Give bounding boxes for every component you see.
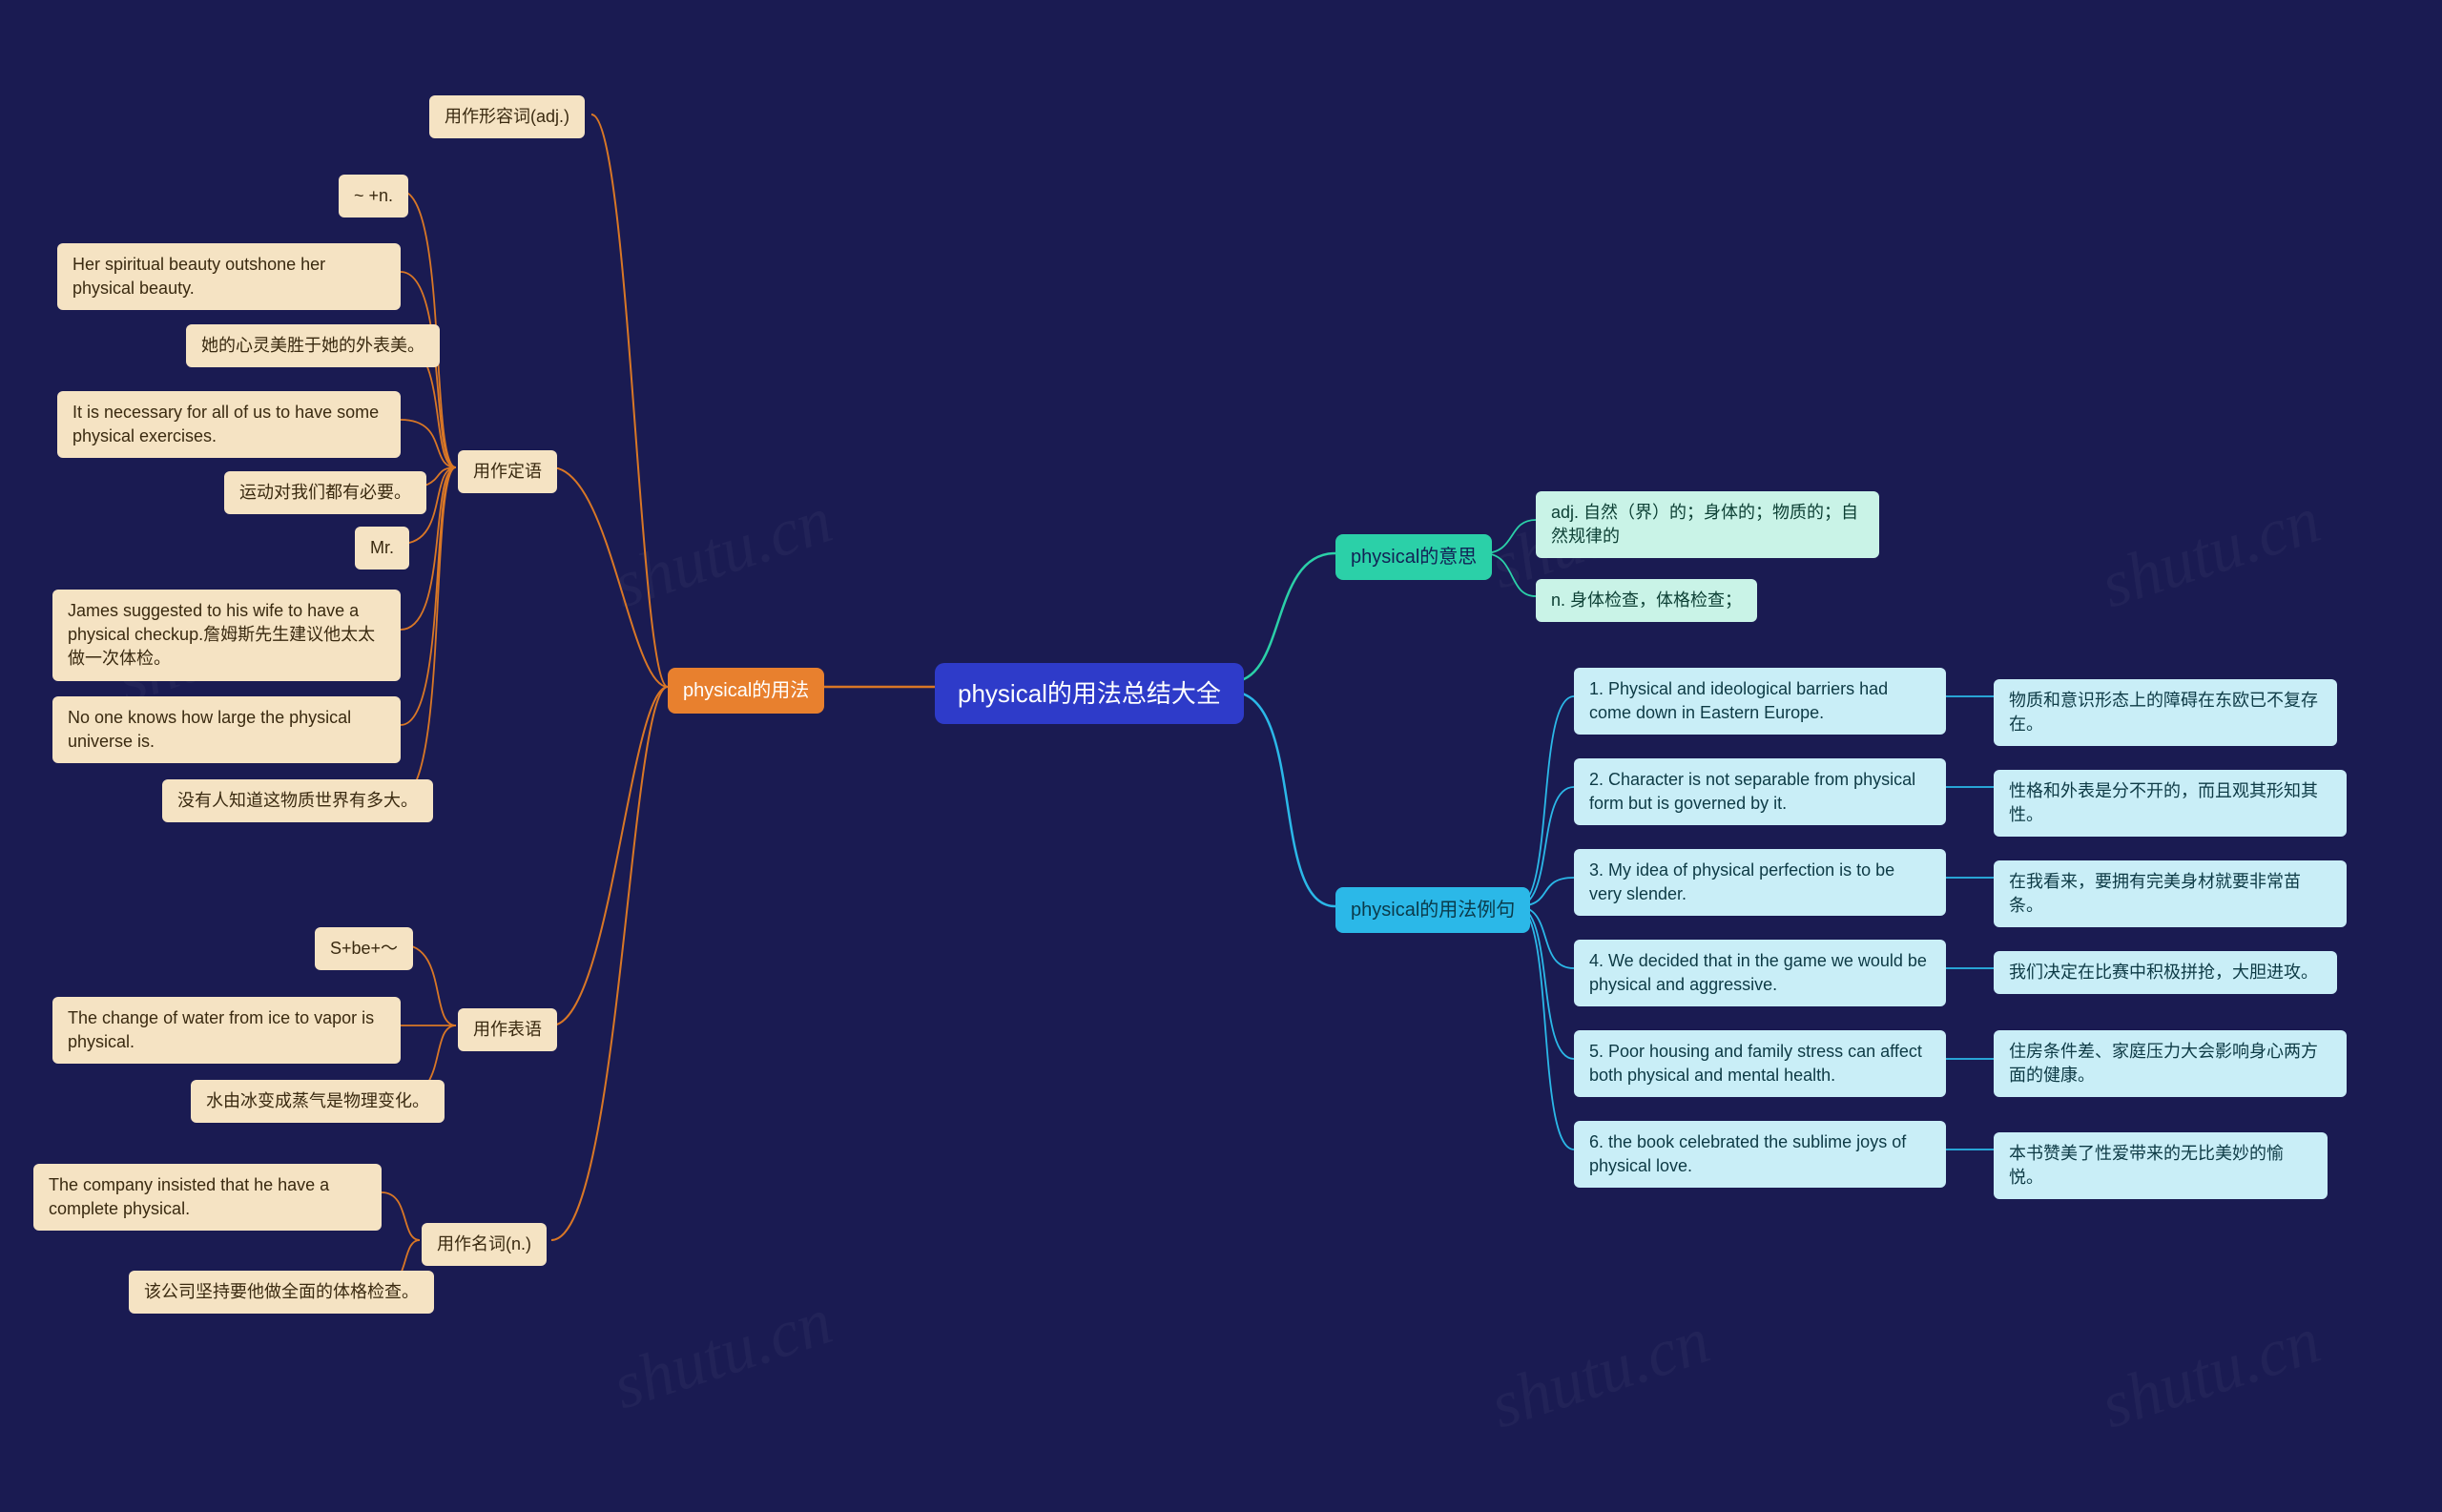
leaf-attr-pattern: ~ +n. <box>339 175 408 217</box>
leaf-ex4-zh: 我们决定在比赛中积极拼抢，大胆进攻。 <box>1994 951 2337 994</box>
leaf-meaning-n: n. 身体检查，体格检查； <box>1536 579 1757 622</box>
leaf-attr-ex1-zh: 她的心灵美胜于她的外表美。 <box>186 324 440 367</box>
branch-usage[interactable]: physical的用法 <box>668 668 824 714</box>
node-predicative[interactable]: 用作表语 <box>458 1008 557 1051</box>
leaf-ex6-zh: 本书赞美了性爱带来的无比美妙的愉悦。 <box>1994 1132 2328 1199</box>
leaf-ex3-zh: 在我看来，要拥有完美身材就要非常苗条。 <box>1994 860 2347 927</box>
leaf-pred-ex1-zh: 水由冰变成蒸气是物理变化。 <box>191 1080 445 1123</box>
watermark: shutu.cn <box>604 483 840 625</box>
leaf-ex3-en: 3. My idea of physical perfection is to … <box>1574 849 1946 916</box>
leaf-ex5-en: 5. Poor housing and family stress can af… <box>1574 1030 1946 1097</box>
watermark: shutu.cn <box>2092 1303 2328 1445</box>
leaf-ex1-en: 1. Physical and ideological barriers had… <box>1574 668 1946 735</box>
watermark: shutu.cn <box>2092 483 2328 625</box>
leaf-attr-ex4-en: No one knows how large the physical univ… <box>52 696 401 763</box>
leaf-ex2-en: 2. Character is not separable from physi… <box>1574 758 1946 825</box>
leaf-ex6-en: 6. the book celebrated the sublime joys … <box>1574 1121 1946 1188</box>
leaf-attr-ex2-zh: 运动对我们都有必要。 <box>224 471 426 514</box>
leaf-ex1-zh: 物质和意识形态上的障碍在东欧已不复存在。 <box>1994 679 2337 746</box>
node-attributive[interactable]: 用作定语 <box>458 450 557 493</box>
leaf-pred-ex1-en: The change of water from ice to vapor is… <box>52 997 401 1064</box>
leaf-noun-ex1-zh: 该公司坚持要他做全面的体格检查。 <box>129 1271 434 1314</box>
leaf-noun-ex1-en: The company insisted that he have a comp… <box>33 1164 382 1231</box>
watermark: shutu.cn <box>1481 1303 1718 1445</box>
node-noun[interactable]: 用作名词(n.) <box>422 1223 547 1266</box>
leaf-attr-ex4-zh: 没有人知道这物质世界有多大。 <box>162 779 433 822</box>
leaf-ex4-en: 4. We decided that in the game we would … <box>1574 940 1946 1006</box>
node-adj[interactable]: 用作形容词(adj.) <box>429 95 585 138</box>
leaf-ex2-zh: 性格和外表是分不开的，而且观其形知其性。 <box>1994 770 2347 837</box>
leaf-pred-pattern: S+be+～ <box>315 927 413 970</box>
branch-examples[interactable]: physical的用法例句 <box>1335 887 1530 933</box>
leaf-meaning-adj: adj. 自然（界）的；身体的；物质的；自然规律的 <box>1536 491 1879 558</box>
watermark: shutu.cn <box>604 1284 840 1426</box>
branch-meaning[interactable]: physical的意思 <box>1335 534 1492 580</box>
leaf-attr-ex2-en: It is necessary for all of us to have so… <box>57 391 401 458</box>
leaf-attr-ex3: James suggested to his wife to have a ph… <box>52 590 401 681</box>
leaf-attr-ex1-en: Her spiritual beauty outshone her physic… <box>57 243 401 310</box>
root-node[interactable]: physical的用法总结大全 <box>935 663 1244 724</box>
leaf-attr-mr: Mr. <box>355 527 409 570</box>
leaf-ex5-zh: 住房条件差、家庭压力大会影响身心两方面的健康。 <box>1994 1030 2347 1097</box>
